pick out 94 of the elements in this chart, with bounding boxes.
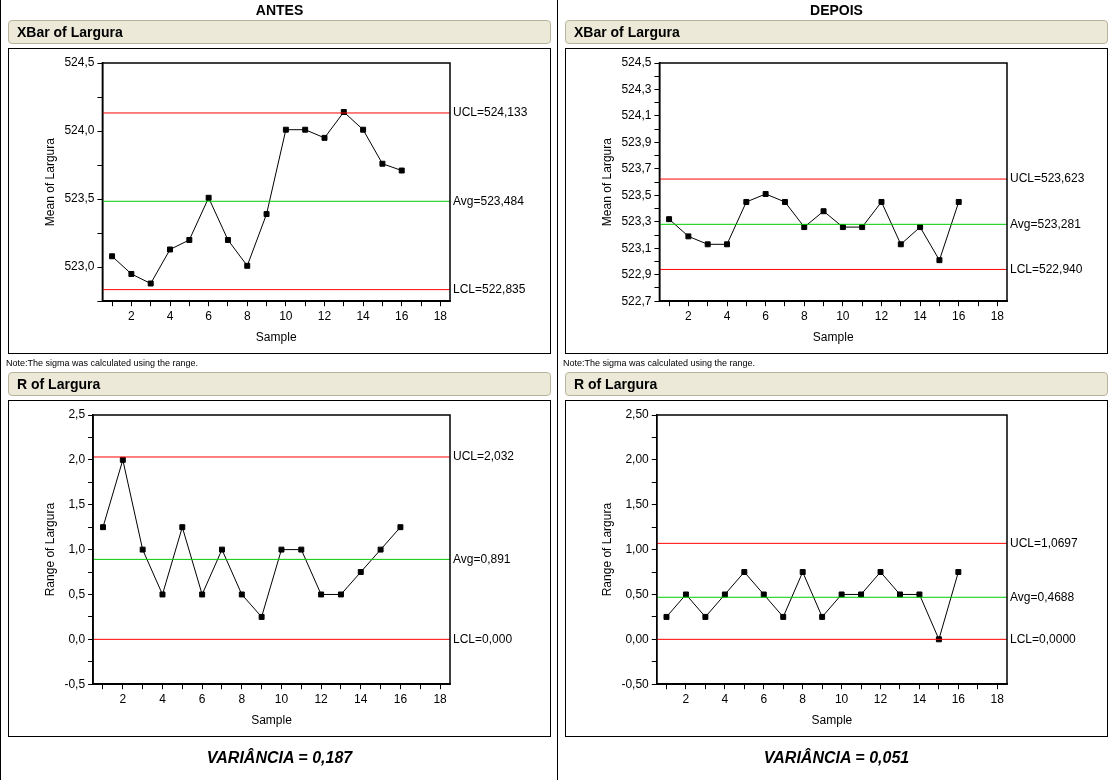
y-tick-label: 524,5 [64,55,95,70]
ref-line-label: LCL=522,835 [453,281,526,296]
x-tick-label: 18 [433,308,448,323]
ref-line-label: LCL=522,940 [1010,261,1083,276]
x-tick-label: 10 [274,691,289,706]
ref-line-label: Avg=523,281 [1010,216,1082,231]
y-tick-label: 524,3 [621,81,652,96]
ref-line-label: UCL=524,133 [453,105,528,120]
y-tick-label: 523,9 [621,134,652,149]
y-tick-label: 1,0 [68,541,86,556]
text: Note:The sigma was calculated using the range. [563,358,757,368]
y-axis-title: Range of Largura [42,502,57,597]
ref-line-label: UCL=523,623 [1010,171,1085,186]
x-tick-label: 2 [128,308,136,323]
x-tick-label: 16 [951,691,966,706]
y-tick-label: 2,00 [625,452,650,467]
chart-title: XBar of Largura [8,20,551,44]
y-tick-label: 523,3 [621,214,652,229]
text: VARIÂNCIA = 0,187 [205,749,354,767]
text: VARIÂNCIA = 0,051 [762,749,911,767]
y-tick-label: 2,5 [68,407,86,422]
x-tick-label: 8 [238,691,246,706]
y-tick-label: 0,5 [68,586,86,601]
ref-line-label: Avg=523,484 [453,193,525,208]
x-tick-label: 16 [393,691,408,706]
y-tick-label: 523,1 [621,240,652,255]
x-tick-label: 2 [119,691,127,706]
x-tick-label: 8 [799,691,807,706]
x-tick-label: 2 [682,691,690,706]
x-tick-label: 4 [723,308,731,323]
x-tick-label: 12 [873,691,888,706]
ref-line-label: LCL=0,000 [453,631,513,646]
x-tick-label: 12 [317,308,332,323]
y-tick-label: 523,7 [621,161,652,176]
x-tick-label: 10 [834,691,849,706]
y-tick-label: 1,50 [625,497,650,512]
y-tick-label: 522,7 [621,293,652,308]
x-tick-label: 8 [800,308,808,323]
ref-line-label: UCL=1,0697 [1010,535,1079,550]
x-axis-title: Sample [811,713,853,728]
ref-line-label: UCL=2,032 [453,449,515,464]
x-tick-label: 14 [356,308,371,323]
y-tick-label: 1,00 [625,541,650,556]
x-tick-label: 10 [279,308,293,323]
text: Note:The sigma was calculated using the range. [6,358,200,368]
x-tick-label: 14 [354,691,368,706]
x-tick-label: 2 [685,308,693,323]
chart-title: R of Largura [565,372,1108,396]
y-tick-label: -0,50 [621,676,650,691]
y-tick-label: 524,1 [621,108,652,123]
x-axis-title: Sample [251,713,293,728]
x-tick-label: 16 [395,308,409,323]
y-tick-label: 523,5 [64,191,95,206]
y-tick-label: 523,5 [621,187,652,202]
y-tick-label: 1,5 [68,497,86,512]
y-axis-title: Range of Largura [599,502,614,597]
x-tick-label: 12 [314,691,329,706]
x-axis-title: Sample [255,330,297,345]
y-tick-label: 0,50 [625,586,650,601]
x-tick-label: 4 [159,691,167,706]
x-tick-label: 6 [198,691,206,706]
ref-line-label: Avg=0,891 [453,551,511,566]
y-tick-label: -0,5 [64,676,86,691]
x-axis-title: Sample [812,330,854,345]
ref-line-label: LCL=0,0000 [1010,631,1077,646]
x-tick-label: 18 [990,691,1005,706]
x-tick-label: 6 [205,308,213,323]
x-tick-label: 6 [760,691,768,706]
x-tick-label: 4 [721,691,729,706]
y-tick-label: 0,0 [68,631,86,646]
x-tick-label: 12 [874,308,889,323]
y-tick-label: 2,50 [625,407,650,422]
x-tick-label: 18 [433,691,448,706]
x-tick-label: 8 [243,308,251,323]
y-tick-label: 2,0 [68,452,86,467]
x-tick-label: 18 [990,308,1005,323]
y-tick-label: 523,0 [64,259,95,274]
y-tick-label: 524,0 [64,123,95,138]
y-axis-title: Mean of Largura [42,137,57,227]
chart-subtitle: ANTES [254,1,305,20]
x-tick-label: 4 [166,308,174,323]
ref-line-label: Avg=0,4688 [1010,589,1075,604]
x-tick-label: 10 [836,308,850,323]
y-tick-label: 0,00 [625,631,650,646]
y-axis-title: Mean of Largura [599,137,614,227]
x-tick-label: 14 [913,308,928,323]
chart-title: XBar of Largura [565,20,1108,44]
chart-subtitle: DEPOIS [809,1,864,20]
x-tick-label: 6 [762,308,770,323]
x-tick-label: 16 [952,308,966,323]
x-tick-label: 14 [912,691,927,706]
chart-title: R of Largura [8,372,551,396]
y-tick-label: 522,9 [621,267,652,282]
y-tick-label: 524,5 [621,55,652,70]
